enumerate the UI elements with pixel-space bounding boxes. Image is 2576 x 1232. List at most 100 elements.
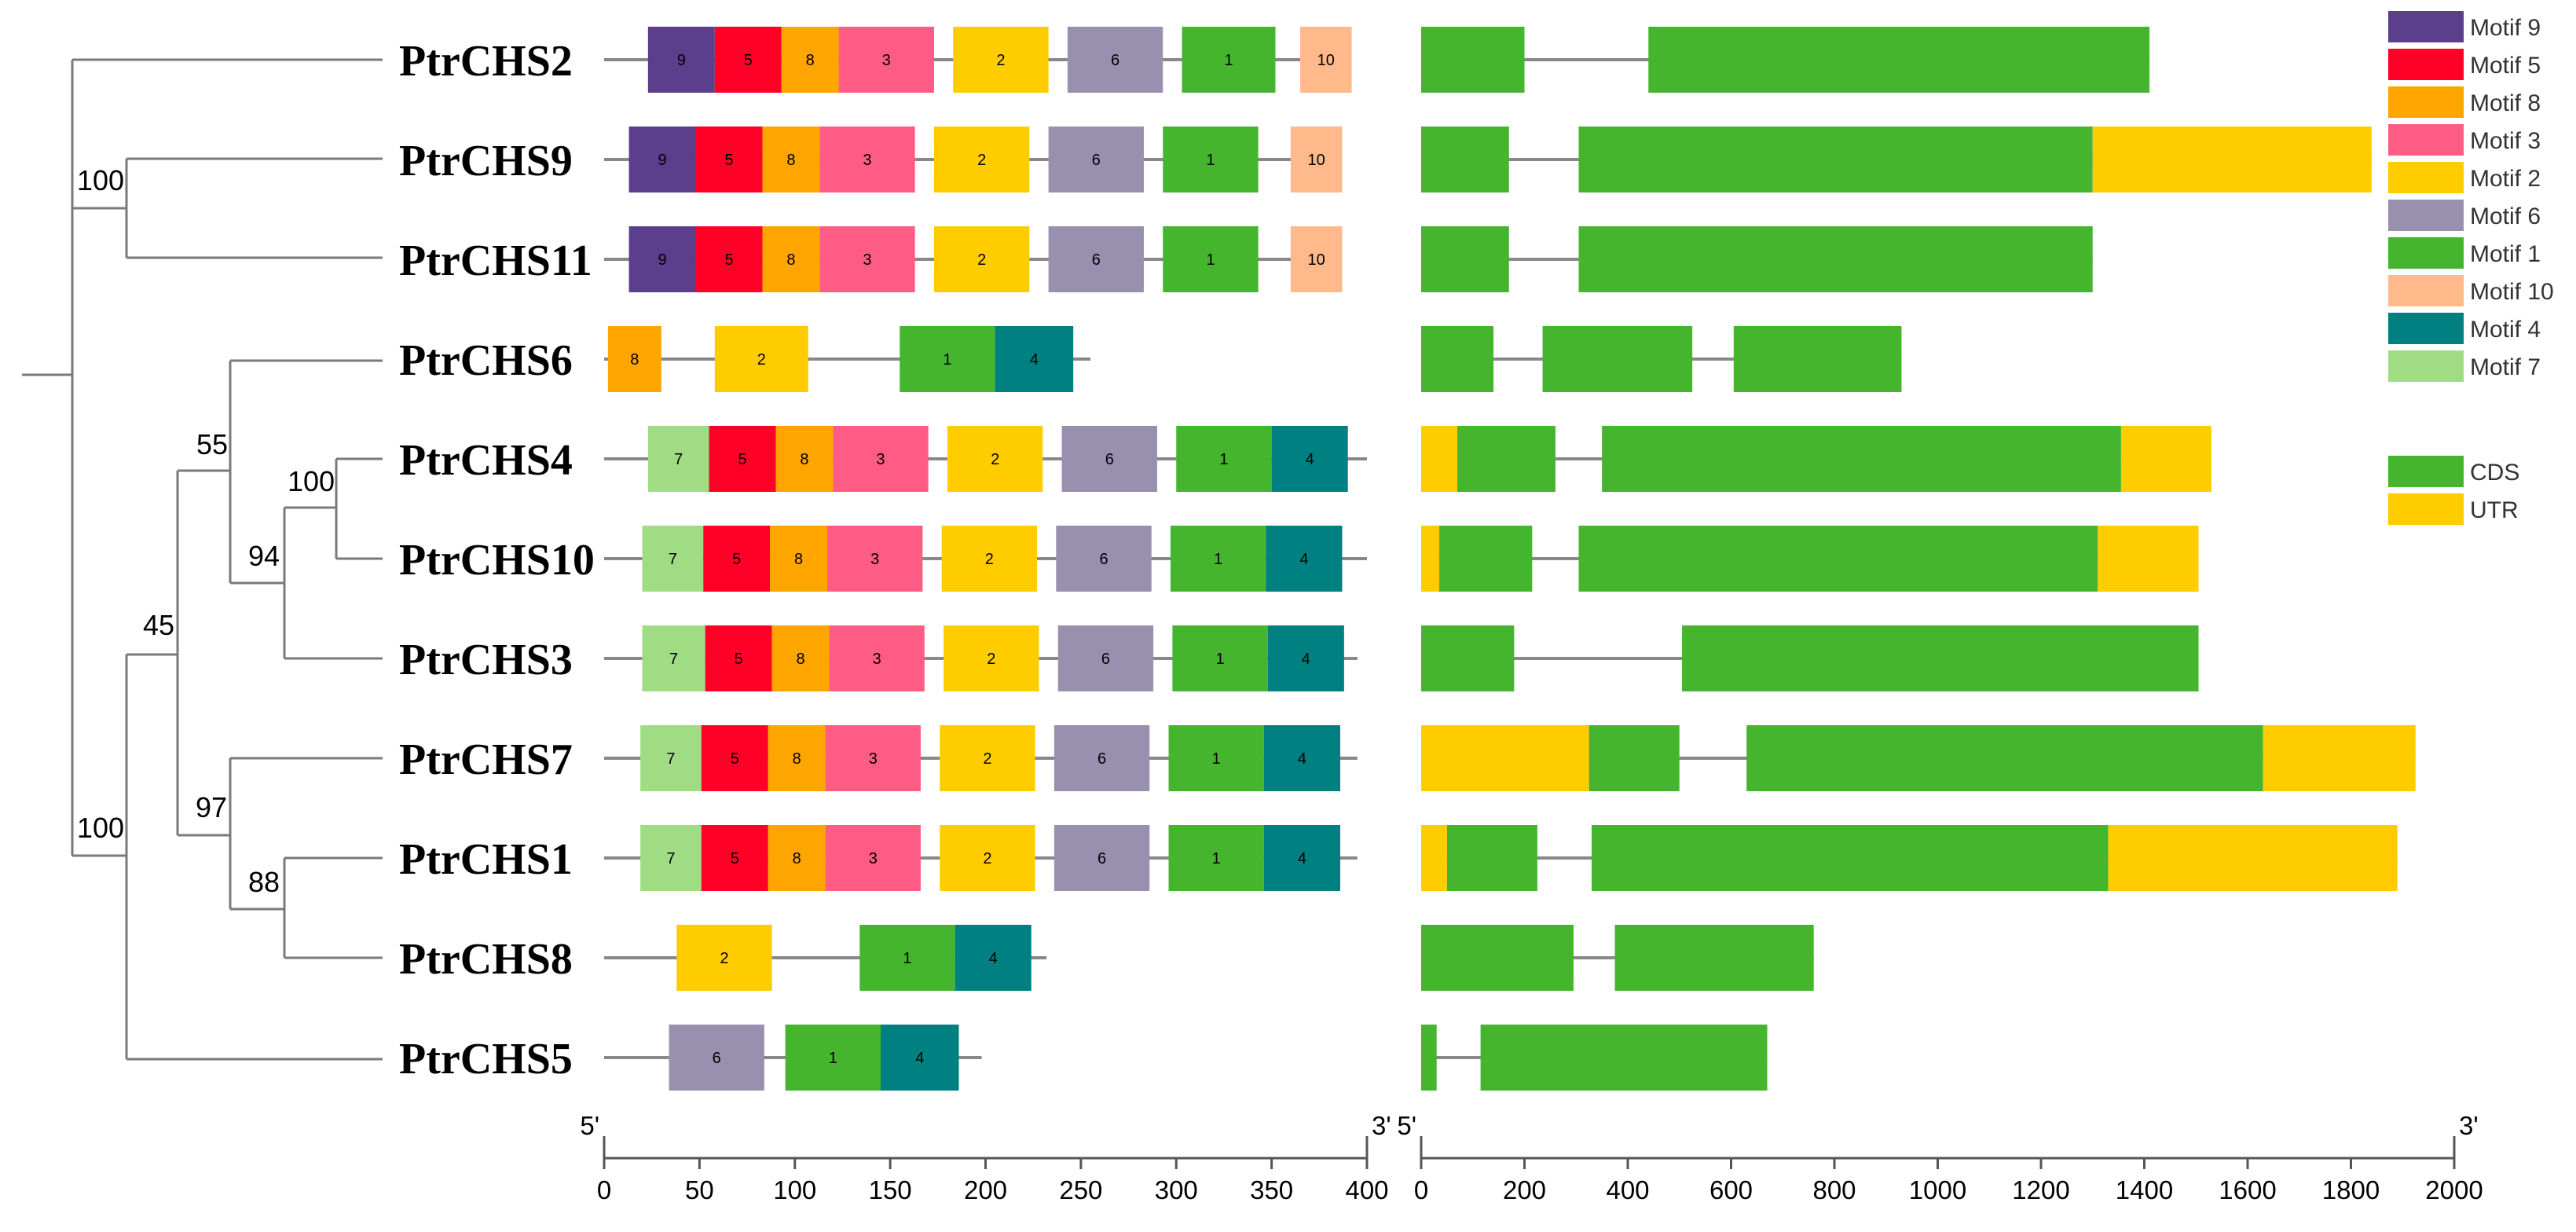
motif-number: 1 — [1216, 651, 1225, 668]
cds-block — [1591, 825, 2109, 891]
axis-tick-label: 300 — [1155, 1175, 1198, 1204]
motif-box — [695, 226, 763, 292]
motif-box — [955, 925, 1031, 991]
motif-box — [940, 725, 1035, 791]
axis-tick-label: 100 — [773, 1175, 816, 1204]
bootstrap-label: 100 — [77, 812, 124, 844]
motif-number: 4 — [1298, 850, 1306, 867]
cds-block — [1733, 326, 1902, 392]
cds-block — [1421, 226, 1509, 292]
legend-swatch — [2388, 313, 2464, 344]
axis-tick-label: 1400 — [2116, 1175, 2173, 1204]
motif-box — [1057, 625, 1154, 691]
motif-box — [825, 825, 921, 891]
legend-label: Motif 8 — [2470, 90, 2541, 116]
motif-box — [770, 526, 828, 592]
cds-block — [1421, 126, 1509, 192]
motif-box — [1048, 226, 1144, 292]
motif-box — [859, 925, 955, 991]
motif-box — [1266, 526, 1343, 592]
motif-number: 10 — [1317, 52, 1335, 69]
legend-label: Motif 3 — [2470, 128, 2541, 154]
cds-block — [1480, 1025, 1768, 1091]
motif-number: 6 — [1092, 152, 1101, 169]
utr-block — [1421, 426, 1458, 492]
utr-block — [2108, 825, 2398, 891]
gene-name-label: PtrCHS5 — [399, 1035, 573, 1084]
cds-block — [1602, 426, 2121, 492]
gene-row: PtrCHS8 2 1 4 — [399, 925, 1814, 991]
gene-name-label: PtrCHS1 — [399, 835, 573, 884]
motif-number: 4 — [1299, 551, 1308, 568]
motif-box — [785, 1025, 881, 1091]
legend-label: Motif 6 — [2470, 204, 2541, 229]
axis-tick-label: 50 — [685, 1175, 714, 1204]
gene-row: PtrCHS11 9 5 8 3 2 6 1 10 — [399, 226, 2093, 292]
motif-box — [1168, 725, 1264, 791]
motif-number: 4 — [1306, 451, 1314, 468]
motif-number: 5 — [731, 850, 739, 867]
motif-box — [1176, 426, 1272, 492]
motif-box — [1263, 725, 1341, 791]
legend-label: Motif 9 — [2470, 15, 2541, 41]
gene-name-label: PtrCHS8 — [399, 935, 573, 984]
motif-number: 10 — [1308, 152, 1325, 169]
motif-box — [642, 526, 704, 592]
motif-box — [768, 825, 826, 891]
utr-block — [1421, 526, 1440, 592]
motif-number: 3 — [863, 251, 871, 269]
motif-number: 5 — [735, 651, 743, 668]
axis-tick-label: 0 — [597, 1175, 611, 1204]
motif-box — [762, 226, 820, 292]
legend-label: Motif 7 — [2470, 354, 2541, 380]
cds-block — [1588, 725, 1680, 791]
motif-number: 3 — [873, 651, 881, 668]
axis-tick-label: 150 — [869, 1175, 912, 1204]
legend-item: CDS — [2388, 456, 2519, 487]
motif-box — [1163, 126, 1259, 192]
motif-box — [1163, 226, 1259, 292]
motif-number: 2 — [985, 551, 994, 568]
motif-number: 10 — [1308, 251, 1325, 269]
motif-number: 9 — [658, 152, 666, 169]
cds-block — [1457, 426, 1555, 492]
bootstrap-label: 55 — [196, 428, 228, 460]
motif-box — [1170, 526, 1266, 592]
gene-row: PtrCHS7 7 5 8 3 2 6 1 4 — [399, 725, 2416, 791]
motif-box — [701, 825, 768, 891]
legend-item: Motif 5 — [2388, 49, 2541, 80]
motif-box — [709, 426, 776, 492]
legend-item: Motif 1 — [2388, 237, 2541, 269]
motif-box — [941, 526, 1038, 592]
bootstrap-label: 88 — [248, 866, 280, 898]
motif-number: 8 — [806, 52, 815, 69]
motif-box — [1263, 825, 1341, 891]
motif-box — [762, 126, 820, 192]
cds-block — [1421, 625, 1515, 691]
motif-box — [933, 126, 1030, 192]
legend-label: Motif 5 — [2470, 53, 2541, 79]
gene-row: PtrCHS6 8 2 1 4 — [399, 326, 1902, 392]
motif-number: 7 — [674, 451, 683, 468]
legend-swatch — [2388, 237, 2464, 269]
motif-box — [642, 625, 705, 691]
bootstrap-label: 97 — [196, 791, 227, 823]
motif-box — [775, 426, 834, 492]
gene-row: PtrCHS10 7 5 8 3 2 6 1 4 — [399, 526, 2199, 592]
bootstrap-values: 100 100 55 100 94 45 97 88 — [77, 164, 335, 898]
motif-number: 6 — [1097, 750, 1106, 768]
motif-number: 1 — [1212, 850, 1221, 867]
motif-number: 2 — [757, 351, 766, 368]
motif-box — [695, 126, 763, 192]
legend-item: Motif 6 — [2388, 200, 2541, 231]
motif-number: 5 — [724, 251, 733, 269]
gene-row: PtrCHS3 7 5 8 3 2 6 1 4 — [399, 625, 2199, 691]
phylogenetic-tree — [22, 58, 383, 1061]
motif-box — [829, 625, 925, 691]
motif-number: 9 — [658, 251, 666, 269]
motif-length-axis: 0 50 100 150 200 250 300 350 400 5' 3' — [580, 1111, 1391, 1204]
motif-box — [647, 426, 709, 492]
legend-swatch — [2388, 11, 2464, 42]
motif-box — [768, 725, 826, 791]
